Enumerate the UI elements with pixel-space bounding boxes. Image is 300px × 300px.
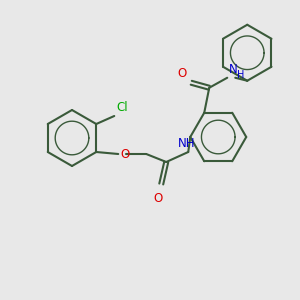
Text: O: O <box>177 67 186 80</box>
Text: NH: NH <box>178 137 195 150</box>
Text: N: N <box>229 63 238 76</box>
Text: O: O <box>120 148 130 160</box>
Text: H: H <box>237 70 244 80</box>
Text: Cl: Cl <box>116 101 128 114</box>
Text: O: O <box>154 192 163 205</box>
